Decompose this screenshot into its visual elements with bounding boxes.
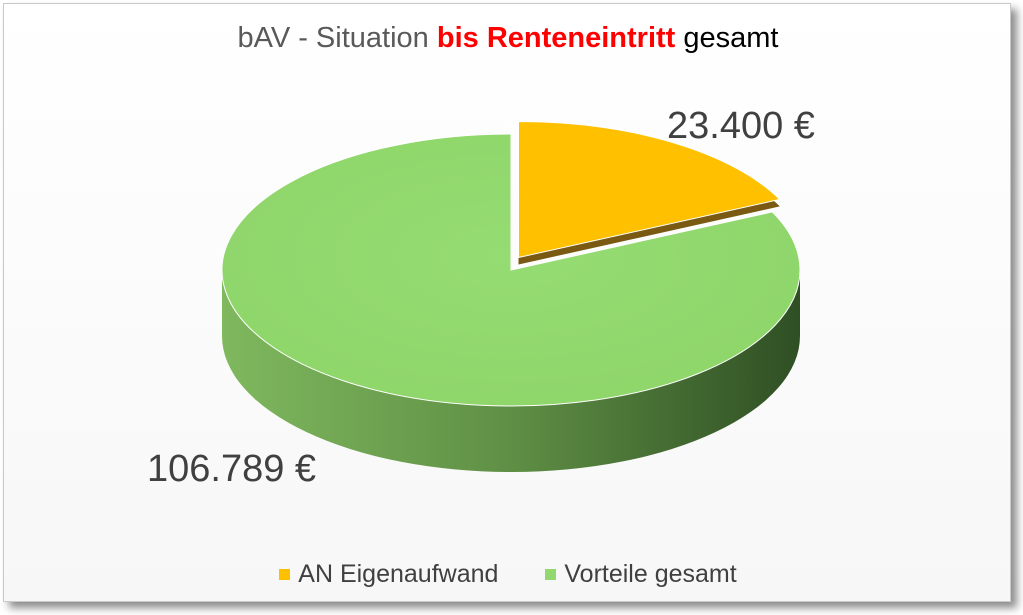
chart-legend: AN Eigenaufwand Vorteile gesamt [0,560,1016,589]
legend-label-an-eigenaufwand: AN Eigenaufwand [298,560,499,588]
chart-title: bAV - Situation bis Renteneintritt gesam… [0,22,1016,55]
legend-item-vorteile-gesamt: Vorteile gesamt [545,560,737,589]
title-suffix: gesamt [675,22,779,54]
legend-swatch-vorteile-gesamt [545,569,557,580]
data-label-an-eigenaufwand: 23.400 € [667,105,815,147]
title-highlight: bis Renteneintritt [436,22,676,54]
title-prefix: bAV - Situation [237,22,437,54]
data-label-vorteile-gesamt: 106.789 € [147,448,316,490]
pie-slice-vorteile-gesamt [221,133,801,407]
pie-slice-an-eigenaufwand [517,120,781,259]
legend-swatch-an-eigenaufwand [279,569,291,580]
pie-side-vorteile-gesamt [222,270,800,472]
legend-label-vorteile-gesamt: Vorteile gesamt [564,560,737,588]
legend-item-an-eigenaufwand: AN Eigenaufwand [279,560,498,589]
